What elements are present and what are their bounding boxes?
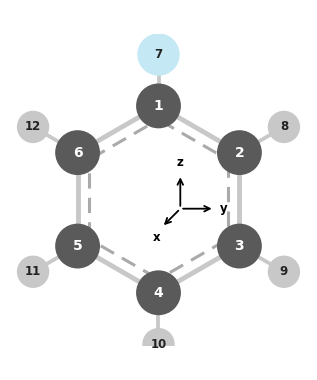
Text: 1: 1 — [154, 99, 163, 113]
Text: 8: 8 — [280, 120, 288, 133]
Circle shape — [136, 84, 181, 128]
Circle shape — [55, 130, 100, 175]
Circle shape — [268, 111, 300, 143]
Circle shape — [17, 256, 49, 288]
Circle shape — [55, 224, 100, 269]
Text: 2: 2 — [235, 146, 244, 160]
Circle shape — [142, 328, 175, 360]
Text: 12: 12 — [25, 120, 41, 133]
Text: 3: 3 — [235, 239, 244, 253]
Circle shape — [17, 111, 49, 143]
Circle shape — [268, 256, 300, 288]
Text: 7: 7 — [154, 48, 163, 61]
Circle shape — [217, 224, 262, 269]
Text: 9: 9 — [280, 265, 288, 278]
Text: 11: 11 — [25, 265, 41, 278]
Text: 6: 6 — [73, 146, 82, 160]
Circle shape — [217, 130, 262, 175]
Circle shape — [136, 270, 181, 315]
Text: 10: 10 — [150, 338, 167, 351]
Text: 5: 5 — [73, 239, 82, 253]
Text: x: x — [153, 231, 161, 244]
Text: z: z — [177, 156, 184, 169]
Circle shape — [137, 33, 180, 76]
Text: y: y — [220, 202, 228, 215]
Text: 4: 4 — [154, 286, 163, 300]
